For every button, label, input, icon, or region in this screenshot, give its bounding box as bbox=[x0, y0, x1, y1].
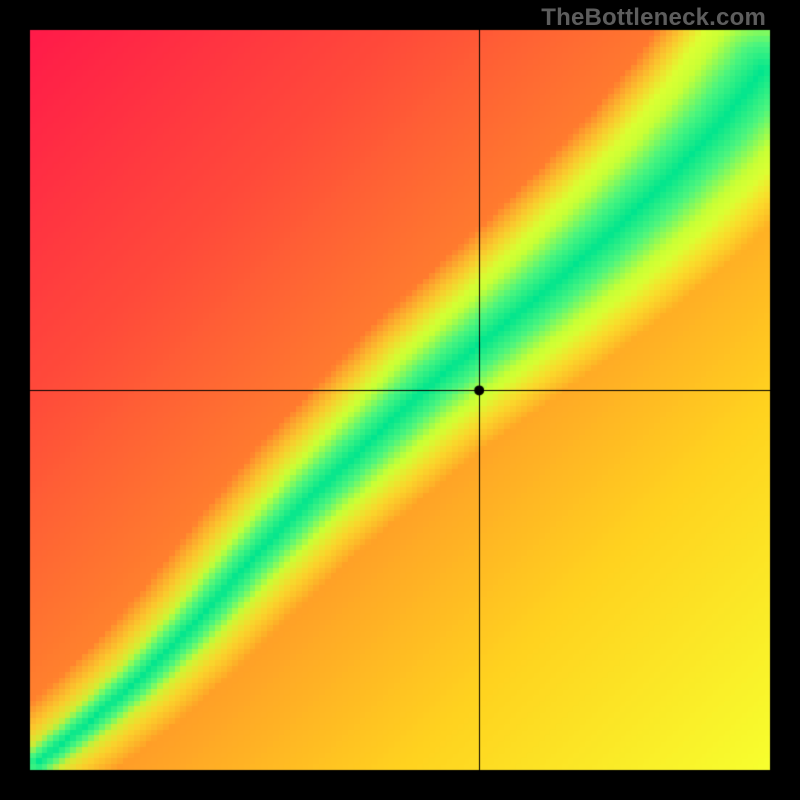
heatmap-canvas bbox=[0, 0, 800, 800]
watermark-text: TheBottleneck.com bbox=[541, 4, 766, 32]
chart-container: TheBottleneck.com bbox=[0, 0, 800, 800]
